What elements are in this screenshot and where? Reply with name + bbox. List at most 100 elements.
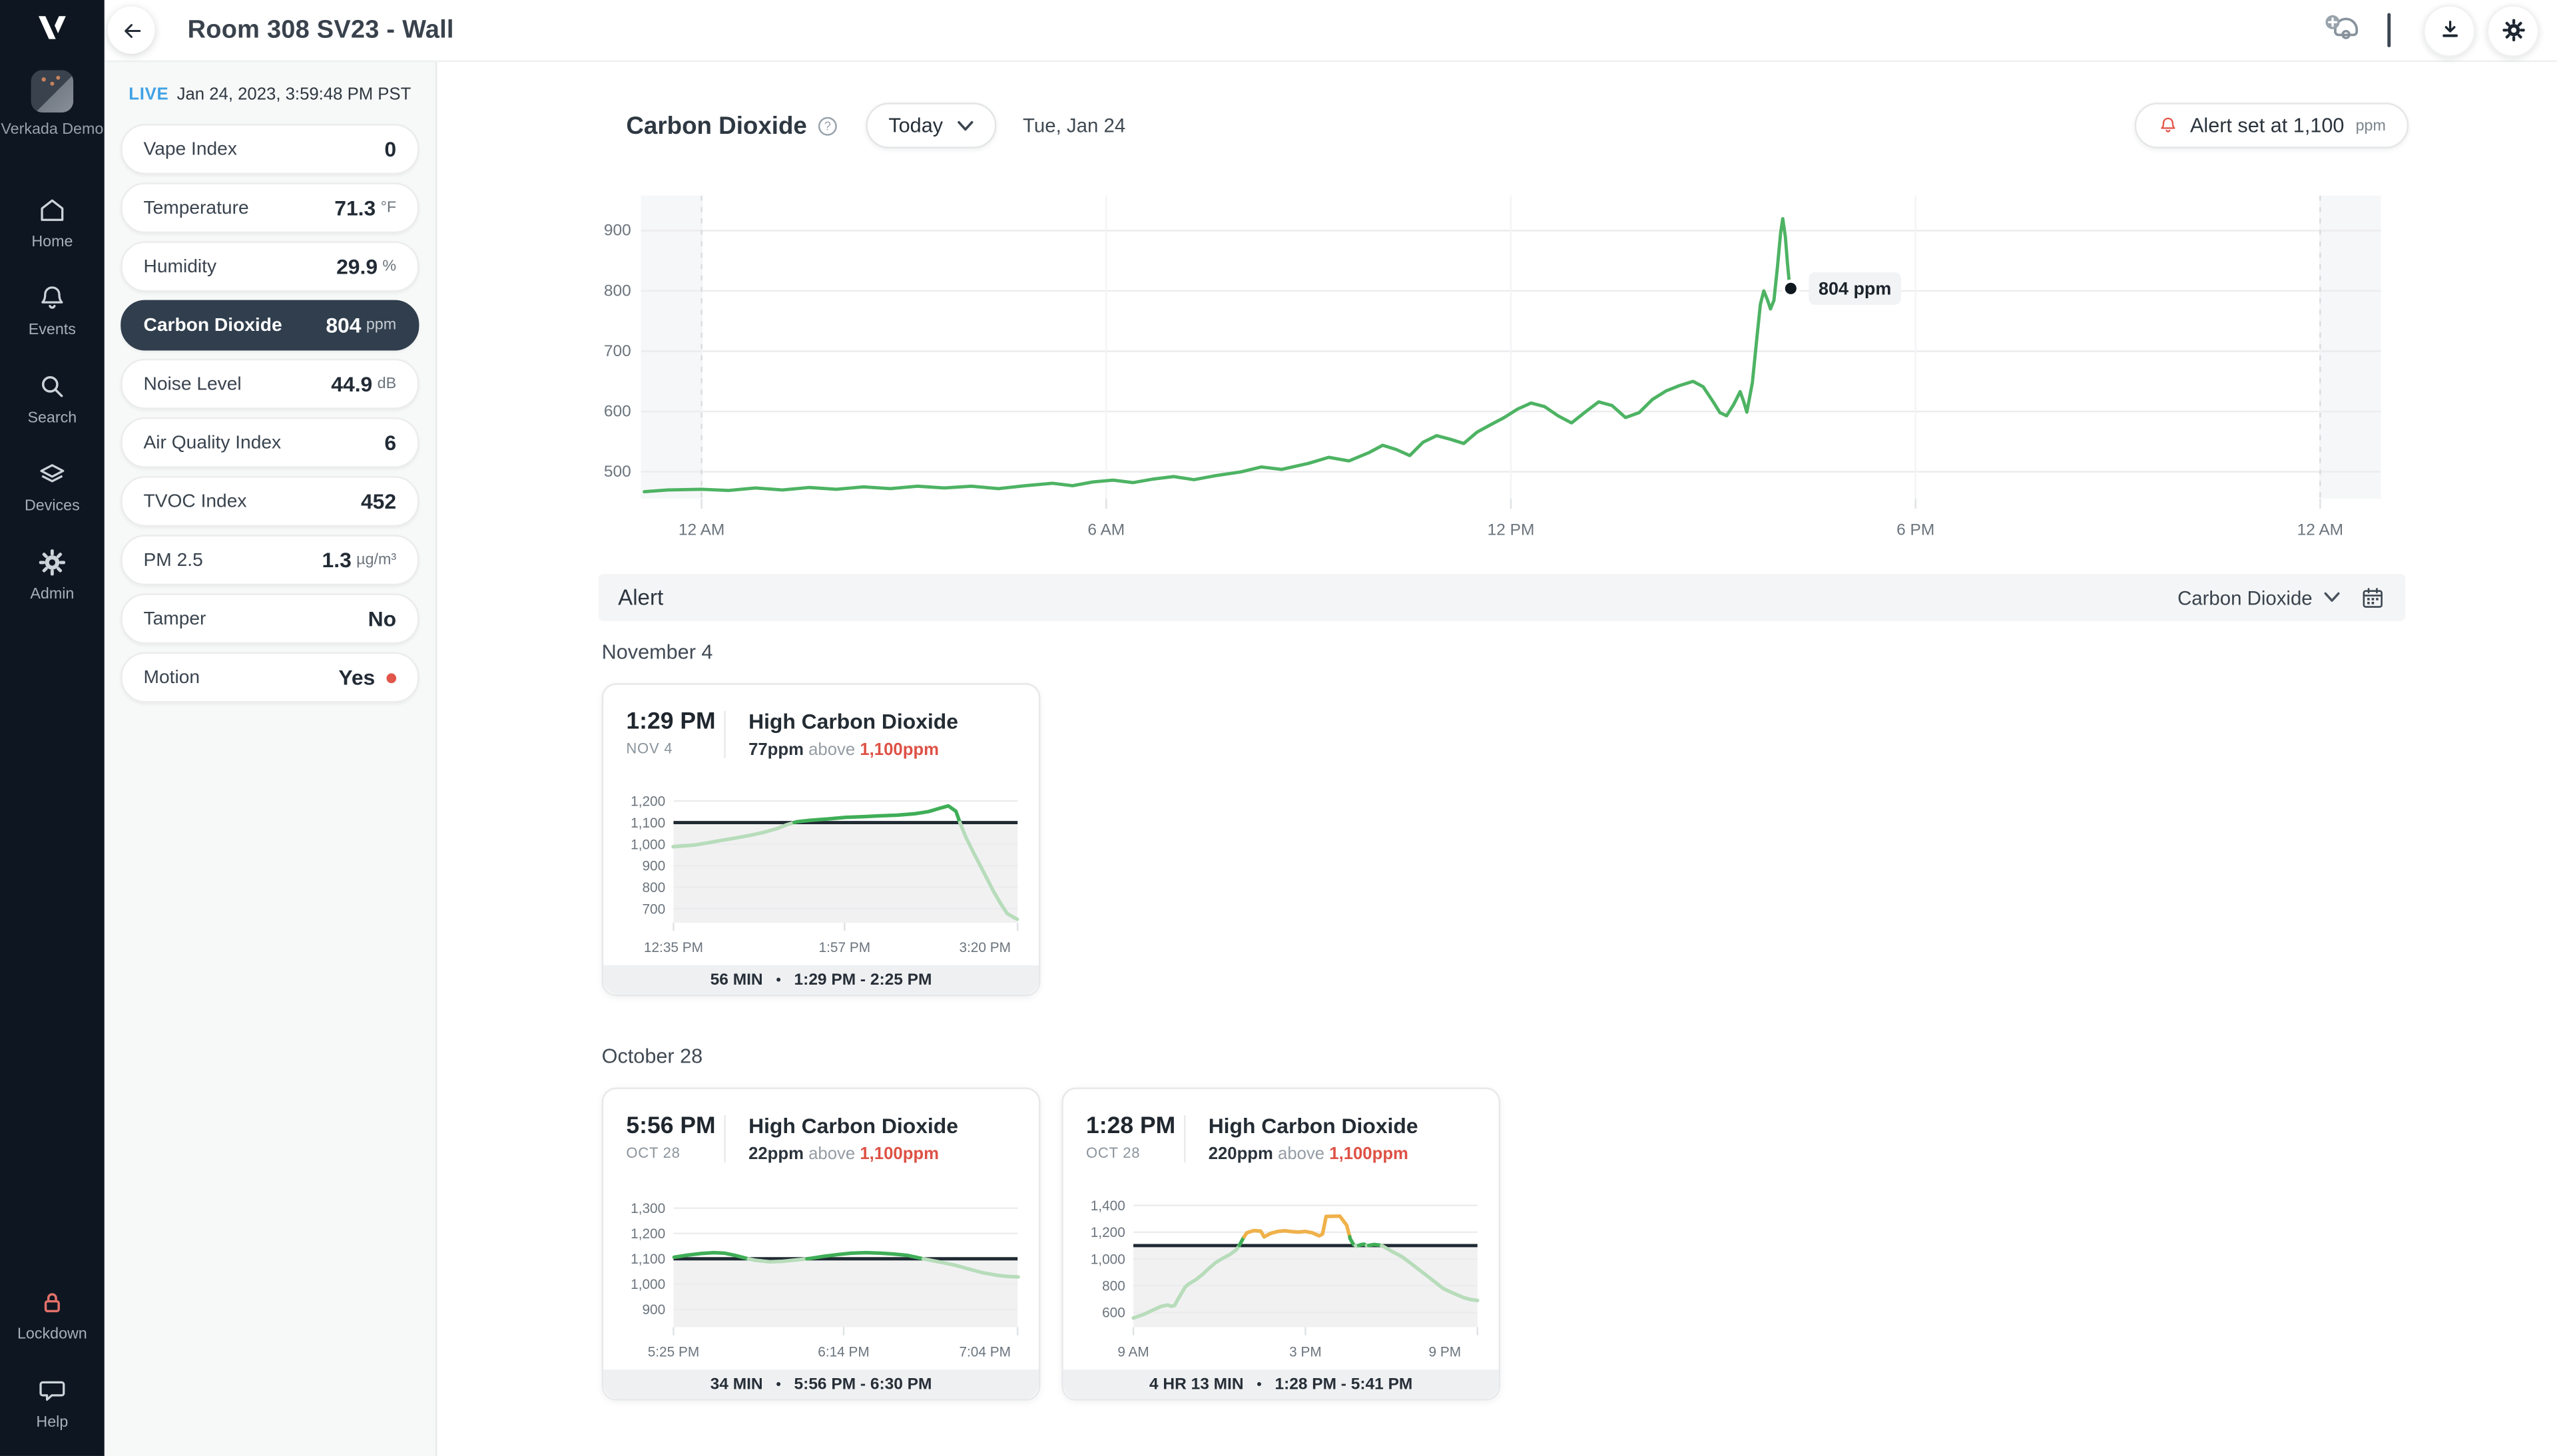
alert-threshold-badge[interactable]: Alert set at 1,100 ppm <box>2134 103 2409 148</box>
svg-text:1,200: 1,200 <box>631 794 665 810</box>
alert-group-date: October 28 <box>601 1045 703 1069</box>
live-timestamp: Jan 24, 2023, 3:59:48 PM PST <box>176 85 412 105</box>
alert-card-header: 1:29 PM NOV 4 High Carbon Dioxide 77ppm … <box>626 709 1022 760</box>
alert-above-word: above <box>808 1144 860 1164</box>
alert-cards-row: 5:56 PM OCT 28 High Carbon Dioxide 22ppm… <box>599 1087 2405 1401</box>
svg-text:600: 600 <box>604 402 631 420</box>
svg-text:700: 700 <box>604 342 631 360</box>
svg-text:1,300: 1,300 <box>631 1201 665 1216</box>
sensor-pill-carbon-dioxide[interactable]: Carbon Dioxide 804 ppm <box>121 300 420 351</box>
sensor-pill-pm-2-5[interactable]: PM 2.5 1.3 µg/m³ <box>121 535 420 586</box>
nav-label: Events <box>28 322 76 340</box>
sensor-pill-motion[interactable]: Motion Yes <box>121 652 420 703</box>
chevron-down-icon <box>958 120 974 130</box>
sidebar-item-search[interactable]: Search <box>0 354 105 442</box>
alert-threshold-value: 1,100ppm <box>1329 1144 1408 1164</box>
alert-filter-value: Carbon Dioxide <box>2177 586 2313 609</box>
sensor-label: Tamper <box>143 608 206 629</box>
alert-time-range: 1:29 PM - 2:25 PM <box>794 971 932 989</box>
sensor-pill-tamper[interactable]: Tamper No <box>121 593 420 644</box>
alert-card[interactable]: 5:56 PM OCT 28 High Carbon Dioxide 22ppm… <box>601 1087 1041 1401</box>
sensor-label: Humidity <box>143 256 217 277</box>
alert-group: November 4 1:29 PM NOV 4 High Carbon Dio… <box>599 640 2405 997</box>
sensor-pill-air-quality-index[interactable]: Air Quality Index 6 <box>121 417 420 468</box>
info-icon[interactable]: ? <box>817 115 838 136</box>
nav-items: Home Events Search Devices Admin <box>0 178 105 618</box>
alert-card[interactable]: 1:29 PM NOV 4 High Carbon Dioxide 77ppm … <box>601 683 1041 997</box>
bullet-separator: • <box>1257 1375 1262 1393</box>
svg-text:12 AM: 12 AM <box>679 521 724 539</box>
svg-text:6:14 PM: 6:14 PM <box>818 1345 869 1360</box>
bullet-separator: • <box>776 1375 781 1393</box>
sensor-label: Temperature <box>143 198 249 218</box>
alert-title: High Carbon Dioxide <box>748 1113 958 1138</box>
chart-header: Carbon Dioxide ? Today Tue, Jan 24 Alert… <box>599 101 2409 150</box>
sensor-label: Noise Level <box>143 374 242 394</box>
alert-amount: 22ppm <box>748 1144 804 1164</box>
live-badge: LIVE <box>129 85 169 105</box>
sensor-value: 804 <box>326 313 362 338</box>
topbar-actions <box>2322 4 2557 57</box>
nav-bottom-items: Lockdown Help <box>0 1270 105 1446</box>
range-selector-value: Today <box>888 114 944 137</box>
alert-card-footer: 4 HR 13 MIN • 1:28 PM - 5:41 PM <box>1063 1369 1499 1399</box>
alert-title: High Carbon Dioxide <box>748 709 958 734</box>
add-camera-button[interactable] <box>2322 13 2366 47</box>
alert-duration: 4 HR 13 MIN <box>1149 1375 1244 1393</box>
sensor-value: 452 <box>360 489 397 514</box>
range-selector[interactable]: Today <box>866 103 997 148</box>
alert-history-list: November 4 1:29 PM NOV 4 High Carbon Dio… <box>599 621 2405 1401</box>
chat-icon <box>36 1374 69 1407</box>
sidebar-item-devices[interactable]: Devices <box>0 443 105 531</box>
sidebar-item-admin[interactable]: Admin <box>0 531 105 618</box>
svg-text:12:35 PM: 12:35 PM <box>644 940 703 955</box>
sidebar-item-events[interactable]: Events <box>0 266 105 354</box>
org-name: Verkada Demo <box>1 121 104 139</box>
gear-icon <box>36 547 69 579</box>
nav-rail: Verkada Demo Home Events Search Devices … <box>0 0 105 1456</box>
sidebar-item-help[interactable]: Help <box>0 1358 105 1446</box>
alert-card-footer: 34 MIN • 5:56 PM - 6:30 PM <box>603 1369 1039 1399</box>
alert-group-date: November 4 <box>601 640 713 664</box>
calendar-button[interactable] <box>2360 585 2386 610</box>
org-avatar[interactable] <box>31 70 74 113</box>
chart-title: Carbon Dioxide <box>626 111 807 140</box>
alert-card-header: 5:56 PM OCT 28 High Carbon Dioxide 22ppm… <box>626 1114 1022 1164</box>
bell-icon <box>36 283 69 316</box>
verkada-logo-icon[interactable] <box>31 11 74 44</box>
sidebar-item-lockdown[interactable]: Lockdown <box>0 1270 105 1358</box>
svg-text:500: 500 <box>604 463 631 481</box>
back-button[interactable] <box>107 6 155 54</box>
calendar-icon <box>2363 587 2383 607</box>
sidebar-item-home[interactable]: Home <box>0 178 105 266</box>
alert-card-footer: 56 MIN • 1:29 PM - 2:25 PM <box>603 965 1039 995</box>
settings-button[interactable] <box>2486 4 2540 57</box>
lock-icon <box>36 1286 69 1319</box>
sensor-label: Vape Index <box>143 139 237 159</box>
sensor-value: No <box>368 607 397 631</box>
alert-filter-select[interactable]: Carbon Dioxide <box>2177 586 2340 609</box>
sensor-pill-tvoc-index[interactable]: TVOC Index 452 <box>121 476 420 527</box>
sensor-pill-humidity[interactable]: Humidity 29.9 % <box>121 241 420 292</box>
sensor-pill-vape-index[interactable]: Vape Index 0 <box>121 124 420 175</box>
svg-text:900: 900 <box>604 222 631 240</box>
nav-label: Help <box>36 1413 69 1432</box>
svg-text:1,100: 1,100 <box>631 816 665 831</box>
sensor-unit: dB <box>377 375 397 393</box>
alert-card[interactable]: 1:28 PM OCT 28 High Carbon Dioxide 220pp… <box>1061 1087 1501 1401</box>
bullet-separator: • <box>776 971 781 989</box>
download-button[interactable] <box>2423 4 2476 57</box>
alert-threshold-value: 1,100ppm <box>860 1144 940 1164</box>
sensor-pill-noise-level[interactable]: Noise Level 44.9 dB <box>121 358 420 409</box>
svg-text:12 PM: 12 PM <box>1488 521 1535 539</box>
sensor-pill-temperature[interactable]: Temperature 71.3 °F <box>121 182 420 234</box>
svg-text:1,000: 1,000 <box>631 1277 665 1292</box>
svg-text:800: 800 <box>642 880 665 895</box>
sensor-list: Vape Index 0 Temperature 71.3 °F Humidit… <box>105 116 435 703</box>
co2-day-chart[interactable]: 900 800 700 600 500 12 AM 6 AM 12 PM 6 PM 12 AM 80… <box>599 179 2405 571</box>
sensor-label: Air Quality Index <box>143 433 282 453</box>
alert-section-title: Alert <box>618 585 664 610</box>
sensor-unit: °F <box>380 198 397 217</box>
sensor-unit: ppm <box>366 316 397 335</box>
svg-text:800: 800 <box>604 282 631 300</box>
